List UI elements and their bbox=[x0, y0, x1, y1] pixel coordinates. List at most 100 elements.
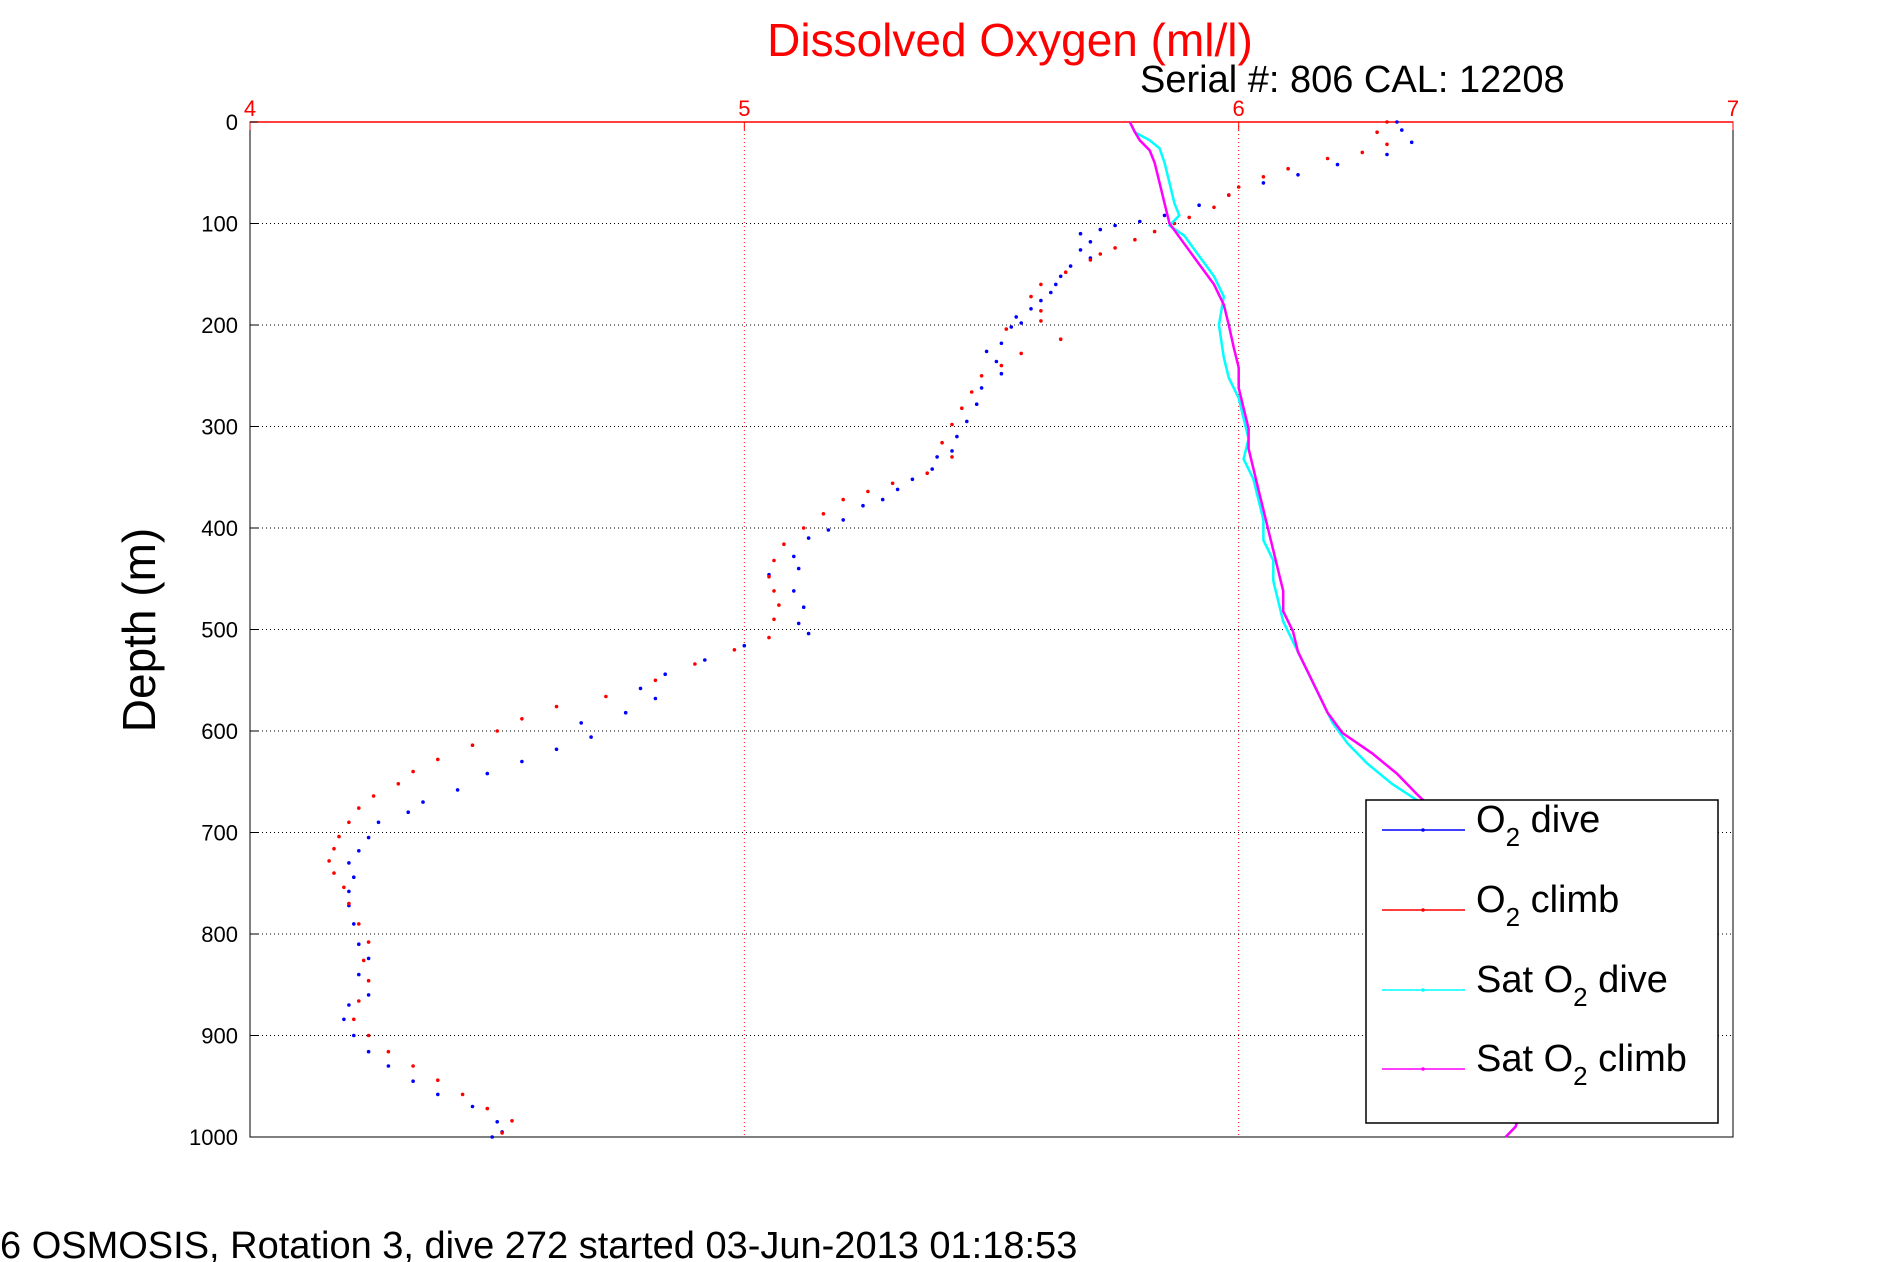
legend-label-climb: O2 climb bbox=[1476, 879, 1619, 932]
legend-marker-climb bbox=[1421, 908, 1425, 912]
legend-label-sat-dive: Sat O2 dive bbox=[1476, 959, 1668, 1012]
data-point-dive bbox=[470, 1104, 475, 1109]
data-point-dive bbox=[1054, 282, 1058, 287]
data-point-dive bbox=[935, 455, 939, 459]
data-point-climb bbox=[1236, 185, 1241, 189]
y-tick-label: 600 bbox=[201, 719, 238, 744]
data-point-dive bbox=[994, 359, 999, 364]
data-point-climb bbox=[386, 1049, 391, 1054]
y-tick-label: 100 bbox=[201, 212, 238, 237]
data-point-climb bbox=[510, 1119, 514, 1123]
data-point-dive bbox=[347, 861, 351, 865]
data-point-climb bbox=[693, 662, 697, 666]
data-point-dive bbox=[455, 788, 460, 792]
data-point-climb bbox=[841, 497, 845, 502]
data-point-climb bbox=[1227, 193, 1231, 197]
data-point-dive bbox=[965, 419, 969, 424]
data-point-dive bbox=[806, 536, 811, 540]
data-point-dive bbox=[1088, 240, 1093, 244]
data-point-dive bbox=[411, 1079, 415, 1083]
data-point-dive bbox=[1098, 227, 1103, 232]
series-climb bbox=[327, 120, 1389, 1135]
legend-label-sat-climb: Sat O2 climb bbox=[1476, 1038, 1687, 1091]
data-point-dive bbox=[880, 497, 885, 502]
data-point-dive bbox=[1009, 325, 1014, 329]
data-point-dive bbox=[1078, 248, 1083, 252]
data-point-climb bbox=[1039, 282, 1043, 287]
data-point-climb bbox=[999, 363, 1004, 368]
data-point-climb bbox=[767, 574, 771, 579]
y-tick-label: 200 bbox=[201, 313, 238, 338]
legend-marker-dive bbox=[1421, 828, 1425, 832]
data-point-climb bbox=[411, 1064, 415, 1068]
data-point-climb bbox=[782, 542, 786, 546]
data-point-climb bbox=[1133, 237, 1137, 242]
data-point-dive bbox=[1113, 223, 1117, 228]
x-tick-label: 4 bbox=[244, 96, 256, 121]
data-point-dive bbox=[1395, 120, 1399, 124]
data-point-climb bbox=[495, 729, 500, 733]
x-tick-label: 5 bbox=[738, 96, 750, 121]
data-point-climb bbox=[950, 422, 954, 427]
y-axis-label: Depth (m) bbox=[113, 528, 165, 732]
data-point-climb bbox=[1039, 319, 1043, 323]
data-point-dive bbox=[554, 747, 559, 752]
data-point-dive bbox=[366, 956, 371, 961]
data-point-climb bbox=[1385, 120, 1389, 124]
data-point-climb bbox=[772, 558, 776, 563]
data-point-dive bbox=[796, 621, 801, 626]
data-point-dive bbox=[1162, 213, 1167, 218]
data-point-climb bbox=[821, 512, 826, 516]
x-tick-label: 7 bbox=[1727, 96, 1739, 121]
data-point-dive bbox=[861, 503, 865, 508]
data-point-dive bbox=[347, 889, 351, 894]
data-point-climb bbox=[950, 455, 954, 459]
data-point-dive bbox=[347, 1003, 351, 1007]
data-point-dive bbox=[955, 434, 959, 439]
data-point-dive bbox=[930, 467, 934, 471]
data-point-climb bbox=[1187, 215, 1191, 220]
data-point-climb bbox=[1375, 130, 1379, 134]
data-point-dive bbox=[638, 686, 643, 691]
data-point-dive bbox=[1058, 274, 1063, 279]
data-point-dive bbox=[1039, 298, 1043, 303]
data-point-dive bbox=[366, 993, 371, 997]
data-point-climb bbox=[969, 390, 974, 394]
data-point-dive bbox=[826, 528, 831, 532]
y-tick-label: 0 bbox=[226, 110, 238, 135]
y-tick-label: 900 bbox=[201, 1024, 238, 1049]
chart-subtitle: Serial #: 806 CAL: 12208 bbox=[1140, 59, 1565, 101]
y-tick-label: 300 bbox=[201, 415, 238, 440]
data-point-dive bbox=[1019, 321, 1023, 325]
data-point-climb bbox=[1088, 258, 1093, 262]
data-point-dive bbox=[357, 972, 361, 977]
data-point-dive bbox=[406, 810, 411, 814]
y-tick-label: 400 bbox=[201, 516, 238, 541]
data-point-climb bbox=[801, 526, 806, 530]
data-point-climb bbox=[520, 717, 524, 721]
data-point-climb bbox=[411, 769, 415, 774]
data-point-dive bbox=[1385, 152, 1389, 157]
data-point-climb bbox=[1325, 156, 1330, 161]
data-point-climb bbox=[500, 1131, 504, 1135]
legend-marker-sat-dive bbox=[1421, 988, 1425, 992]
chart-title: Dissolved Oxygen (ml/l) bbox=[767, 14, 1253, 66]
data-point-climb bbox=[327, 859, 331, 863]
data-point-climb bbox=[1385, 142, 1389, 147]
data-point-climb bbox=[460, 1092, 465, 1097]
x-tick-label: 6 bbox=[1233, 96, 1245, 121]
chart-caption: 6 OSMOSIS, Rotation 3, dive 272 started … bbox=[0, 1225, 1077, 1262]
y-tick-label: 500 bbox=[201, 618, 238, 643]
data-point-climb bbox=[396, 782, 401, 786]
data-point-climb bbox=[777, 603, 781, 607]
data-point-dive bbox=[792, 554, 796, 559]
data-point-dive bbox=[742, 643, 747, 648]
data-point-climb bbox=[960, 406, 964, 411]
y-tick-label: 1000 bbox=[189, 1125, 238, 1150]
data-point-dive bbox=[357, 942, 361, 946]
data-point-climb bbox=[470, 743, 475, 747]
data-point-dive bbox=[1335, 162, 1340, 167]
data-point-climb bbox=[342, 885, 346, 890]
data-point-climb bbox=[772, 589, 776, 593]
